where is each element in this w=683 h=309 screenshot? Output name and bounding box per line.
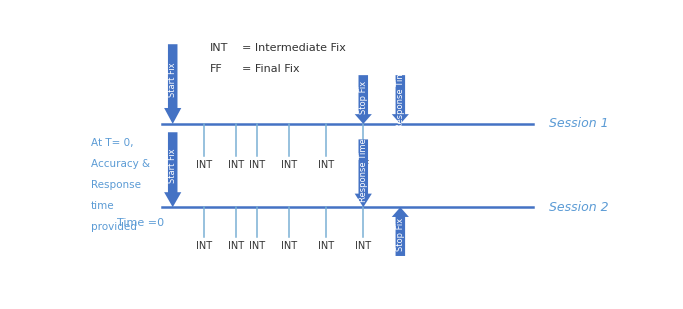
Text: time: time [91,201,114,211]
Text: INT: INT [318,160,334,170]
Text: = Intermediate Fix: = Intermediate Fix [242,43,346,53]
Text: INT: INT [228,240,245,251]
FancyArrow shape [392,75,409,124]
Text: INT: INT [355,240,372,251]
Text: INT: INT [318,240,334,251]
Text: INT: INT [228,160,245,170]
Text: INT: INT [249,240,266,251]
Text: Session 2: Session 2 [548,201,608,214]
Text: INT: INT [197,240,212,251]
Text: Start Fix: Start Fix [168,149,177,183]
Text: = Final Fix: = Final Fix [242,65,299,74]
Text: Accuracy &: Accuracy & [91,159,150,169]
Text: INT: INT [197,160,212,170]
Text: Time =0: Time =0 [117,218,164,228]
Text: Start Fix: Start Fix [168,63,177,97]
Text: Stop Fix: Stop Fix [359,80,367,114]
FancyArrow shape [164,132,181,207]
Text: provided: provided [91,222,137,232]
Text: Response Time: Response Time [396,65,405,129]
Text: INT: INT [281,160,297,170]
Text: FF: FF [358,160,369,170]
Text: Stop Fix: Stop Fix [396,218,405,251]
Text: Session 1: Session 1 [548,117,608,130]
FancyArrow shape [354,75,372,124]
Text: INT: INT [210,43,228,53]
Text: At T= 0,: At T= 0, [91,138,133,148]
FancyArrow shape [392,207,409,256]
FancyArrow shape [164,44,181,124]
Text: FF: FF [210,65,223,74]
Text: INT: INT [249,160,266,170]
Text: INT: INT [281,240,297,251]
Text: Response: Response [91,180,141,190]
FancyArrow shape [354,139,372,207]
Text: Response Time: Response Time [359,138,367,202]
